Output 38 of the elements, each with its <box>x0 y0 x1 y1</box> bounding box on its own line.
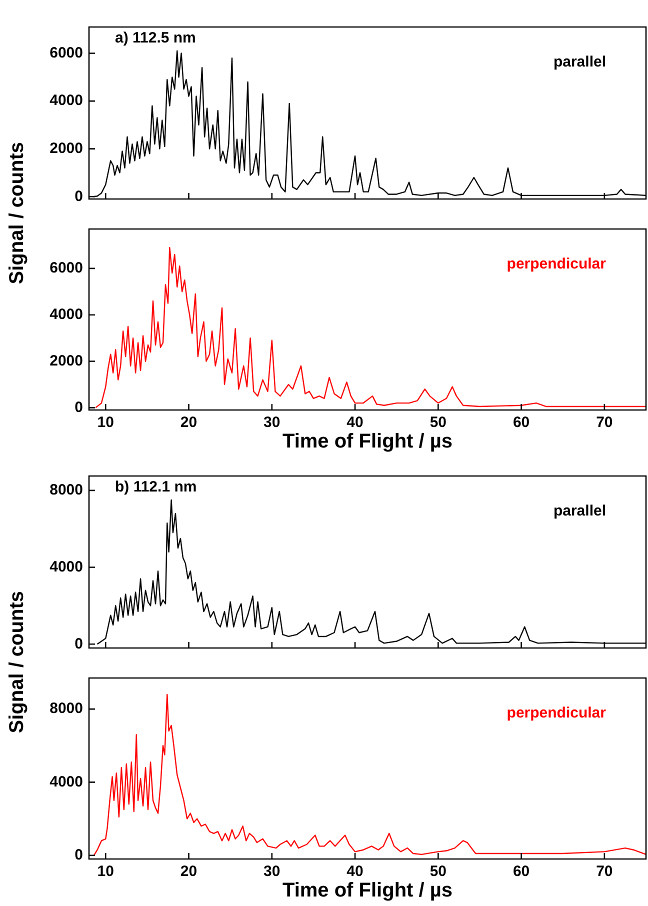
y-tick-label: 6000 <box>50 260 83 277</box>
y-tick-label: 2000 <box>50 140 83 157</box>
y-tick-label: 0 <box>74 398 83 416</box>
chart-title: a) 112.5 nm <box>115 30 196 47</box>
y-tick-label: 6000 <box>50 44 83 62</box>
y-axis-title: Signal / counts <box>6 591 28 734</box>
x-tick-label: 20 <box>180 863 198 880</box>
y-tick-label: 0 <box>74 635 83 652</box>
x-tick-label: 40 <box>346 414 364 432</box>
x-axis-title: Time of Flight / µs <box>282 880 453 902</box>
x-tick-label: 50 <box>430 863 447 880</box>
x-tick-label: 10 <box>97 863 114 880</box>
text: perpendicular <box>506 704 606 722</box>
y-tick-label: 4000 <box>50 558 83 576</box>
x-tick-label: 50 <box>430 414 447 432</box>
x-tick-label: 70 <box>596 863 613 880</box>
x-tick-label: 10 <box>97 414 114 432</box>
y-tick-label: 0 <box>74 846 83 864</box>
x-tick-label: 70 <box>596 414 613 432</box>
text: parallel <box>553 54 606 71</box>
x-tick-label: 60 <box>512 863 530 880</box>
y-tick-label: 8000 <box>50 700 83 718</box>
y-tick-label: 2000 <box>50 352 83 370</box>
x-tick-label: 60 <box>512 414 530 432</box>
y-tick-label: 4000 <box>50 306 83 323</box>
x-tick-label: 30 <box>264 863 280 880</box>
text: perpendicular <box>506 256 606 273</box>
x-tick-label: 20 <box>180 414 198 432</box>
y-tick-label: 4000 <box>50 92 83 110</box>
chart-title: b) 112.1 nm <box>115 478 197 496</box>
y-axis-title: Signal / counts <box>6 142 28 285</box>
y-tick-label: 8000 <box>50 482 83 499</box>
x-axis-title: Time of Flight / µs <box>282 430 453 453</box>
x-tick-label: 30 <box>264 414 280 432</box>
y-tick-label: 4000 <box>50 773 83 790</box>
text: parallel <box>553 502 606 520</box>
y-tick-label: 0 <box>74 188 83 205</box>
x-tick-label: 40 <box>346 863 364 880</box>
